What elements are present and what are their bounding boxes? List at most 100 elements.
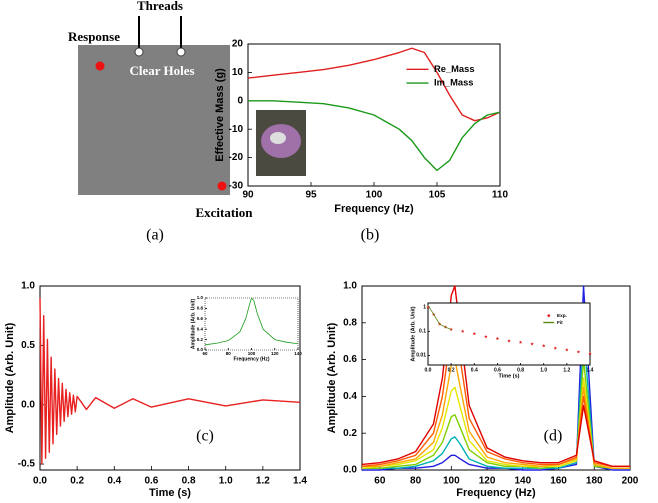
x-tick-label: 0.6 xyxy=(144,476,158,487)
line xyxy=(361,322,630,468)
x-tick-label: 160 xyxy=(550,476,567,487)
caption: (b) xyxy=(361,227,380,244)
caption: (c) xyxy=(196,428,214,445)
marker xyxy=(518,340,523,344)
marker xyxy=(461,329,465,333)
line xyxy=(361,285,630,468)
x-tick-label: 100 xyxy=(248,351,256,356)
y-tick-label: 0.0 xyxy=(197,347,204,352)
x-tick-label: 180 xyxy=(586,476,603,487)
x-tick-label: 0.8 xyxy=(517,367,524,373)
marker xyxy=(565,348,569,352)
chart: 60 80 100 120 140 0.0 0.2 0.4 0.6 0.8 1.0 Frequency… xyxy=(190,295,302,362)
caption: (d) xyxy=(544,428,563,445)
thread-lines xyxy=(138,16,182,48)
caption: (a) xyxy=(146,227,164,244)
y-tick-label: 0.6 xyxy=(197,316,204,321)
y-tick-label: 0.2 xyxy=(197,337,204,342)
y-tick-label: -20 xyxy=(229,152,244,163)
y-axis-label: Amplitude (Arb. Unit) xyxy=(4,322,16,433)
x-tick-label: 1.0 xyxy=(219,476,233,487)
y-tick-label: 1.0 xyxy=(197,295,204,300)
marker xyxy=(542,344,546,348)
y-tick-label: 0.4 xyxy=(197,326,204,331)
line xyxy=(427,305,452,330)
x-tick-label: 0.0 xyxy=(425,367,432,373)
y-tick-label: 0.0 xyxy=(21,399,35,410)
marker xyxy=(576,350,581,354)
marker xyxy=(530,342,534,346)
label: Threads xyxy=(137,0,183,13)
legend-label: Fit xyxy=(557,320,563,325)
marker xyxy=(484,334,488,339)
marker xyxy=(553,346,557,350)
line xyxy=(362,358,630,469)
x-tick-label: 90 xyxy=(242,190,254,201)
line xyxy=(247,47,501,122)
legend-label: Exp. xyxy=(557,313,567,318)
y-tick-label: -0.5 xyxy=(18,459,36,470)
x-tick-label: 0.0 xyxy=(33,476,47,487)
x-tick-label: 140 xyxy=(294,351,302,356)
x-tick-label: 60 xyxy=(374,476,386,487)
y-axis-label: Amplitude (Arb. Unit) xyxy=(326,322,338,433)
hole xyxy=(176,47,186,57)
x-tick-label: 1.4 xyxy=(293,476,307,487)
y-tick-label: 0.5 xyxy=(21,340,35,351)
x-tick-label: 120 xyxy=(271,351,279,356)
y-tick-label: 0.2 xyxy=(343,428,357,439)
y-tick-label: 0 xyxy=(237,95,243,106)
x-tick-label: 200 xyxy=(622,476,639,487)
y-tick-label: -10 xyxy=(229,124,244,135)
inset-photo-mass xyxy=(270,132,286,144)
x-tick-label: 0.2 xyxy=(70,476,84,487)
excitation-point xyxy=(217,181,227,191)
panel-a: Threads Response Clear Holes Excitation … xyxy=(68,0,253,244)
x-tick-label: 0.8 xyxy=(182,476,196,487)
legend-label: Im_Mass xyxy=(434,78,473,88)
line xyxy=(362,358,630,469)
chart: 0.0 0.2 0.4 0.6 0.8 1.0 1.2 1.4 -0.5 0.0 0.5 1.0 Tim… xyxy=(4,281,307,499)
x-tick-label: 120 xyxy=(479,476,496,487)
x-axis-label: Frequency (Hz) xyxy=(334,203,414,215)
chart: 0.0 0.2 0.4 0.6 0.8 1.0 1.2 1.4 0.01 0.1 1 Time (s)… xyxy=(410,302,594,379)
x-tick-label: 1.2 xyxy=(256,476,270,487)
x-tick-label: 0.4 xyxy=(107,476,121,487)
y-tick-label: 0.01 xyxy=(416,353,426,359)
plot-area xyxy=(427,302,591,366)
y-tick-label: 0.4 xyxy=(343,391,357,402)
y-tick-label: 20 xyxy=(232,39,244,50)
y-tick-label: 0.0 xyxy=(343,465,357,476)
x-tick-label: 140 xyxy=(514,476,531,487)
marker xyxy=(472,331,476,336)
x-tick-label: 105 xyxy=(429,190,446,201)
y-axis-label: Amplitude (Arb. Unit) xyxy=(190,299,196,350)
x-tick-label: 110 xyxy=(492,190,509,201)
x-tick-label: 1.2 xyxy=(563,367,570,373)
response-point xyxy=(95,61,105,71)
x-tick-label: 100 xyxy=(443,476,460,487)
label: Clear Holes xyxy=(129,63,194,78)
line xyxy=(39,297,301,465)
y-tick-label: 10 xyxy=(232,67,244,78)
y-axis-label: Amplitude (Arb. Unit) xyxy=(410,306,416,361)
x-axis-label: Time (s) xyxy=(499,373,520,379)
x-tick-label: 80 xyxy=(226,351,232,356)
legend-marker xyxy=(547,314,551,318)
legend-label: Re_Mass xyxy=(434,64,475,74)
plot-area xyxy=(204,297,299,351)
marker xyxy=(507,339,511,343)
y-tick-label: 1 xyxy=(423,305,426,311)
label: Response xyxy=(68,29,120,44)
x-tick-label: 80 xyxy=(410,476,422,487)
x-tick-label: 1.4 xyxy=(587,367,594,373)
marker xyxy=(588,351,592,355)
hole xyxy=(134,47,144,57)
marker xyxy=(426,305,430,309)
x-tick-label: 0.6 xyxy=(494,367,501,373)
x-tick-label: 0.4 xyxy=(471,367,478,373)
x-tick-label: 60 xyxy=(202,351,208,356)
y-tick-label: 0.8 xyxy=(197,306,204,311)
line xyxy=(361,377,630,469)
